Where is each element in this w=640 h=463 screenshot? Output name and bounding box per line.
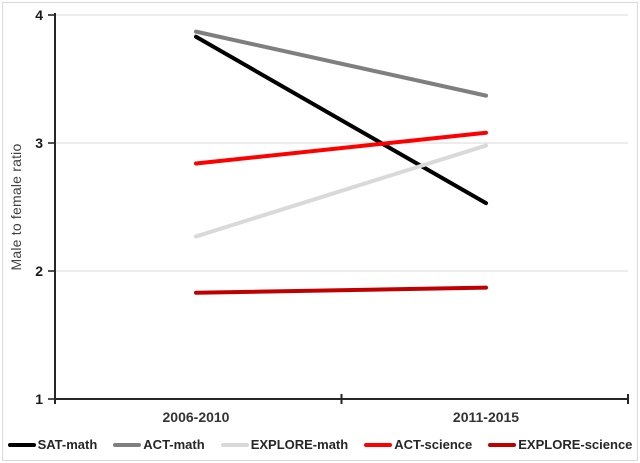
series-line-explore-math [194,143,488,239]
x-category-label: 2006-2010 [163,409,230,425]
legend-swatch-icon [220,442,249,447]
series-line-act-science [194,130,488,166]
legend-swatch-icon [364,442,393,447]
legend-item-act-science: ACT-science [364,437,472,452]
y-tick-label: 3 [35,135,43,151]
legend-label: EXPLORE-math [250,437,349,452]
legend-item-explore-math: EXPLORE-math [220,437,349,452]
y-tick-label: 2 [35,263,43,279]
legend-label: ACT-math [143,437,205,452]
legend-item-explore-science: EXPLORE-science [488,437,632,452]
legend-label: SAT-math [37,437,98,452]
legend-item-act-math: ACT-math [113,437,205,452]
legend-swatch-icon [113,442,142,447]
legend-swatch-icon [7,442,36,447]
legend-item-sat-math: SAT-math [7,437,98,452]
series-line-explore-science [194,285,488,295]
y-tick-label: 4 [35,7,43,23]
y-tick-label: 1 [35,391,43,407]
legend: SAT-math ACT-math EXPLORE-math ACT-science E… [0,437,640,452]
legend-label: EXPLORE-science [518,437,633,452]
series-line-sat-math [194,34,488,206]
legend-label: ACT-science [394,437,473,452]
x-category-label: 2011-2015 [453,409,519,425]
series-line-act-math [194,29,488,98]
y-axis-title: Male to female ratio [8,143,24,271]
legend-swatch-icon [488,442,517,447]
